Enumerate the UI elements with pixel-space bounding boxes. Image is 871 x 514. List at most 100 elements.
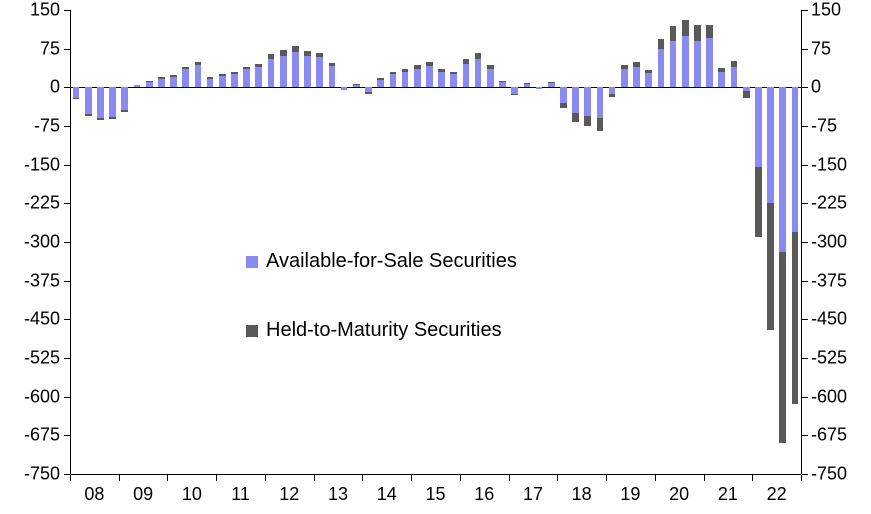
x-tick bbox=[265, 475, 266, 481]
y-tick-right bbox=[802, 319, 808, 320]
y-axis-label-right: -300 bbox=[811, 232, 847, 253]
bar-htm bbox=[718, 68, 725, 72]
x-axis-label: 21 bbox=[718, 484, 738, 505]
bar-htm bbox=[158, 77, 165, 79]
x-tick bbox=[557, 475, 558, 481]
bar-afs bbox=[109, 87, 116, 117]
bar-afs bbox=[633, 67, 640, 88]
x-axis-label: 16 bbox=[474, 484, 494, 505]
bar-htm bbox=[414, 65, 421, 69]
x-axis-label: 20 bbox=[669, 484, 689, 505]
y-axis-label-right: -150 bbox=[811, 154, 847, 175]
bar-afs bbox=[645, 73, 652, 87]
x-axis-bottom-line bbox=[70, 474, 801, 475]
y-tick-right bbox=[802, 49, 808, 50]
y-tick-left bbox=[64, 397, 70, 398]
bar-afs bbox=[73, 87, 80, 97]
legend-item: Held-to-Maturity Securities bbox=[246, 319, 517, 342]
bar-afs bbox=[475, 59, 482, 87]
x-tick bbox=[411, 475, 412, 481]
y-axis-label-left: -300 bbox=[24, 232, 60, 253]
x-axis-label: 09 bbox=[133, 484, 153, 505]
bar-htm bbox=[731, 61, 738, 67]
bar-afs bbox=[134, 85, 141, 87]
bar-afs bbox=[329, 66, 336, 88]
y-axis-label-right: -75 bbox=[811, 116, 837, 137]
bar-afs bbox=[243, 69, 250, 87]
x-tick bbox=[606, 475, 607, 481]
x-axis-label: 22 bbox=[767, 484, 787, 505]
y-tick-left bbox=[64, 319, 70, 320]
bar-afs bbox=[694, 41, 701, 87]
y-tick-right bbox=[802, 358, 808, 359]
bar-afs bbox=[182, 69, 189, 87]
bar-afs bbox=[341, 87, 348, 90]
bar-htm bbox=[597, 118, 604, 130]
y-axis-label-left: -600 bbox=[24, 386, 60, 407]
x-tick bbox=[655, 475, 656, 481]
y-tick-right bbox=[802, 474, 808, 475]
legend-item: Available-for-Sale Securities bbox=[246, 250, 517, 273]
bar-afs bbox=[438, 72, 445, 87]
y-tick-left bbox=[64, 165, 70, 166]
bar-htm bbox=[511, 94, 518, 96]
y-axis-label-left: -150 bbox=[24, 154, 60, 175]
x-axis-label: 11 bbox=[231, 484, 250, 505]
legend-swatch bbox=[246, 256, 258, 268]
bar-htm bbox=[658, 39, 665, 48]
y-tick-left bbox=[64, 203, 70, 204]
bar-afs bbox=[85, 87, 92, 114]
bar-afs bbox=[231, 74, 238, 87]
bar-htm bbox=[621, 65, 628, 69]
bar-htm bbox=[463, 59, 470, 64]
y-axis-label-right: -225 bbox=[811, 193, 847, 214]
y-tick-left bbox=[64, 10, 70, 11]
bar-afs bbox=[426, 66, 433, 88]
legend-label: Available-for-Sale Securities bbox=[266, 250, 517, 273]
x-tick bbox=[70, 475, 71, 481]
bar-htm bbox=[548, 82, 555, 83]
bar-afs bbox=[463, 64, 470, 87]
x-axis-label: 08 bbox=[84, 484, 104, 505]
bar-afs bbox=[121, 87, 128, 110]
bar-htm bbox=[572, 113, 579, 122]
y-tick-right bbox=[802, 203, 808, 204]
y-axis-label-left: -225 bbox=[24, 193, 60, 214]
y-axis-label-right: -450 bbox=[811, 309, 847, 330]
bar-htm bbox=[633, 62, 640, 67]
bar-htm bbox=[499, 81, 506, 83]
bar-afs bbox=[767, 87, 774, 203]
bar-afs bbox=[268, 59, 275, 87]
bar-afs bbox=[755, 87, 762, 167]
x-axis-zero-line bbox=[70, 87, 801, 88]
bar-htm bbox=[182, 67, 189, 70]
x-tick bbox=[752, 475, 753, 481]
legend-swatch bbox=[246, 325, 258, 337]
bar-htm bbox=[450, 72, 457, 75]
bar-htm bbox=[170, 75, 177, 77]
bar-afs bbox=[292, 52, 299, 87]
bar-afs bbox=[280, 56, 287, 87]
y-tick-left bbox=[64, 87, 70, 88]
securities-gains-losses-chart: 150150757500-75-75-150-150-225-225-300-3… bbox=[0, 0, 871, 514]
bar-htm bbox=[670, 26, 677, 40]
bar-afs bbox=[499, 82, 506, 87]
x-tick bbox=[704, 475, 705, 481]
x-axis-label: 14 bbox=[377, 484, 397, 505]
bar-afs bbox=[536, 87, 543, 89]
bar-htm bbox=[292, 46, 299, 52]
y-axis-label-right: 75 bbox=[811, 38, 831, 59]
y-tick-right bbox=[802, 397, 808, 398]
bar-afs bbox=[146, 82, 153, 87]
bar-afs bbox=[377, 80, 384, 88]
bar-htm bbox=[268, 54, 275, 59]
y-tick-left bbox=[64, 126, 70, 127]
bar-htm bbox=[743, 91, 750, 97]
bar-htm bbox=[755, 167, 762, 237]
bar-htm bbox=[231, 72, 238, 74]
x-axis-label: 17 bbox=[523, 484, 543, 505]
bar-afs bbox=[670, 41, 677, 87]
bar-htm bbox=[207, 77, 214, 79]
x-tick bbox=[167, 475, 168, 481]
y-tick-right bbox=[802, 435, 808, 436]
